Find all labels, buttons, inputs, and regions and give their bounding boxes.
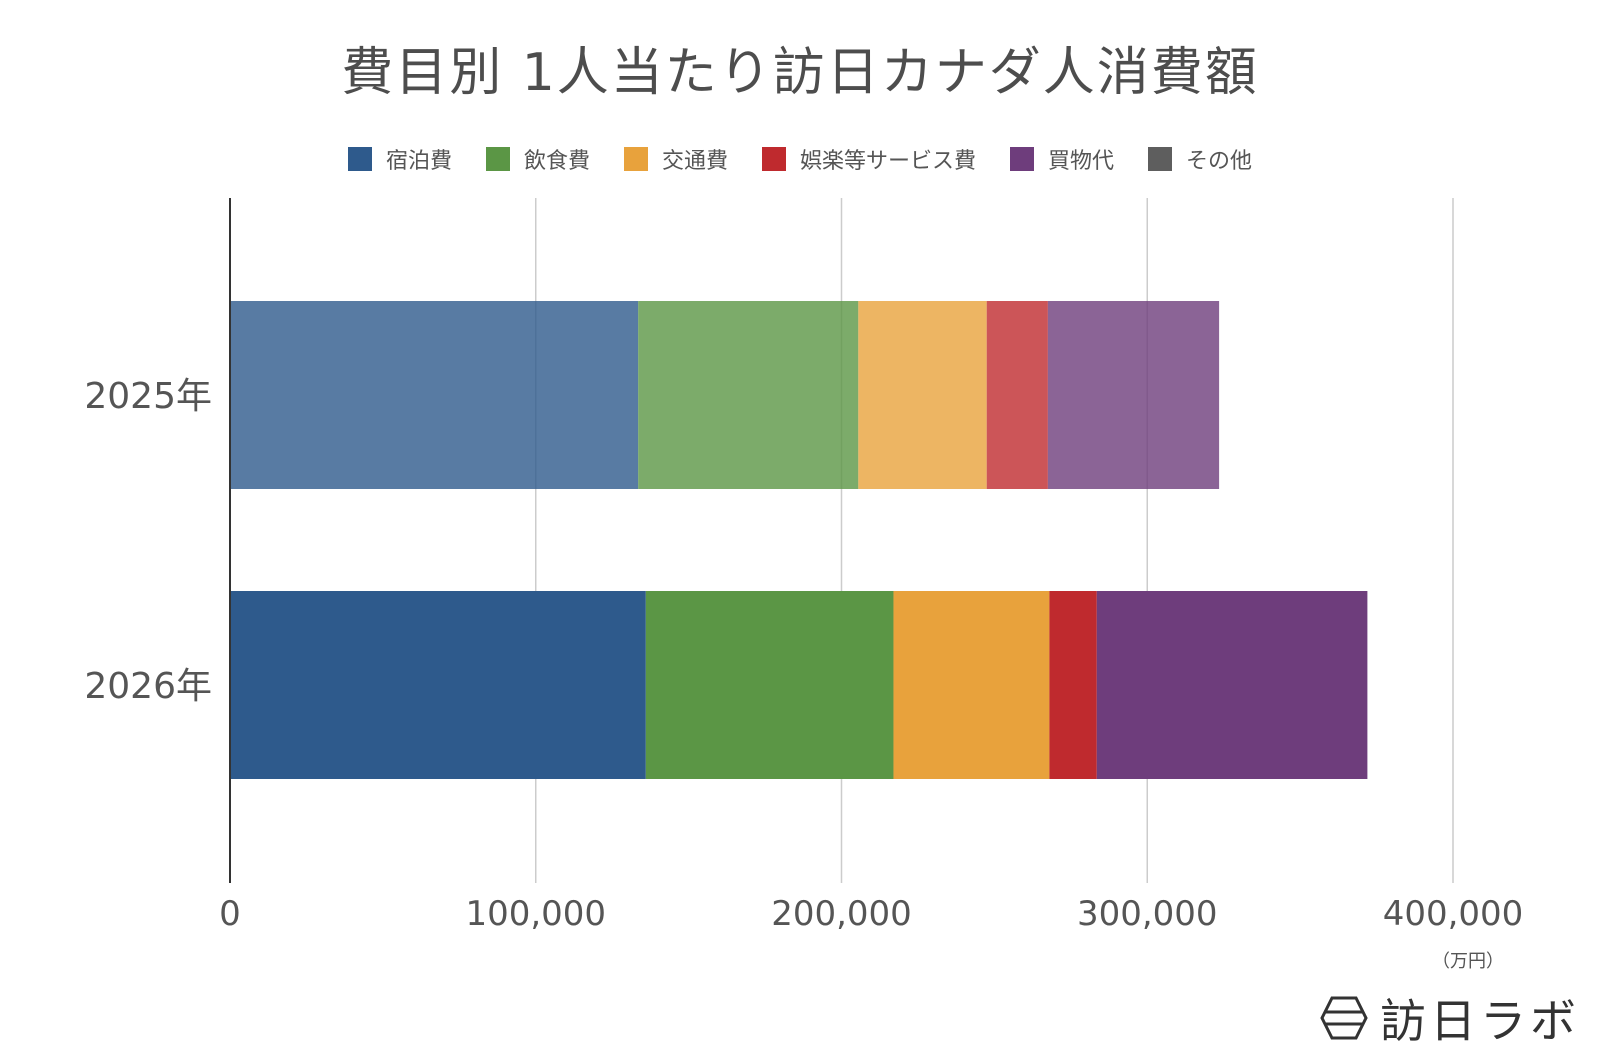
legend-item: 交通費 — [623, 143, 728, 175]
brand-name: 訪日ラボ — [1380, 994, 1580, 1048]
bar-segment — [858, 301, 987, 489]
legend-swatch — [762, 147, 786, 171]
x-tick-label: 100,000 — [465, 894, 606, 934]
y-tick-label: 2026年 — [84, 666, 212, 707]
bar-segment — [893, 591, 1050, 779]
chart-title: 費目別 1人当たり訪日カナダ人消費額 — [341, 43, 1259, 103]
brand-hexagon-icon — [1320, 996, 1368, 1040]
x-tick-label: 0 — [219, 894, 241, 934]
legend-swatch — [485, 147, 510, 171]
legend-swatch — [1010, 147, 1035, 171]
y-tick-label: 2025年 — [84, 376, 212, 417]
legend-item: 宿泊費 — [347, 143, 452, 175]
legend-item: 娯楽等サービス費 — [762, 143, 976, 175]
legend: 宿泊費 飲食費 交通費 娯楽等サービス費 買物代 その他 — [0, 143, 1600, 175]
legend-item: その他 — [1148, 143, 1252, 175]
legend-item: 飲食費 — [485, 143, 590, 175]
legend-swatch — [347, 147, 372, 171]
x-tick-label: 200,000 — [771, 894, 912, 934]
legend-label: 娯楽等サービス費 — [800, 149, 977, 174]
legend-swatch — [1148, 147, 1173, 171]
legend-item: 買物代 — [1010, 143, 1114, 175]
bar-segment — [638, 301, 859, 489]
legend-label: 交通費 — [661, 149, 728, 174]
legend-swatch — [623, 147, 648, 171]
legend-label: 宿泊費 — [385, 149, 452, 174]
bar-segment — [230, 591, 646, 779]
x-tick-label: 400,000 — [1383, 894, 1524, 934]
unit-label: （万円） — [1432, 951, 1504, 972]
bar-segment — [1096, 591, 1368, 779]
legend-label: 買物代 — [1048, 149, 1115, 174]
x-tick-label: 300,000 — [1077, 894, 1218, 934]
bar-segment — [1047, 301, 1220, 489]
bar-segment — [986, 301, 1048, 489]
bar-segment — [1049, 591, 1097, 779]
legend-label: その他 — [1186, 149, 1253, 174]
bar-segment — [230, 301, 639, 489]
brand-logo: 訪日ラボ — [1320, 985, 1580, 1051]
legend-label: 飲食費 — [523, 149, 590, 174]
bar-segment — [645, 591, 894, 779]
